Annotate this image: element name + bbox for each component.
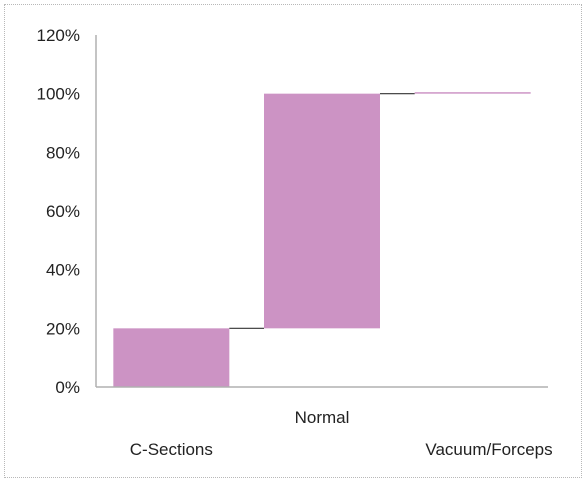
y-tick-label: 20%: [46, 319, 80, 338]
x-category-label: Normal: [295, 408, 350, 427]
bars: [113, 92, 531, 387]
bar-c-sections: [113, 328, 230, 387]
y-tick-label: 120%: [37, 26, 80, 45]
y-tick-label: 60%: [46, 202, 80, 221]
y-tick-label: 0%: [55, 378, 80, 397]
y-tick-label: 40%: [46, 261, 80, 280]
y-axis-ticks: 0% 20% 40% 60% 80% 100% 120%: [37, 26, 80, 397]
y-tick-label: 100%: [37, 85, 80, 104]
y-tick-label: 80%: [46, 143, 80, 162]
x-axis-labels: C-Sections Normal Vacuum/Forceps: [130, 408, 553, 459]
bar-vacuum-forceps: [414, 92, 531, 94]
connectors: [229, 93, 415, 329]
x-category-label: Vacuum/Forceps: [425, 440, 552, 459]
bar-normal: [264, 93, 380, 329]
x-category-label: C-Sections: [130, 440, 213, 459]
